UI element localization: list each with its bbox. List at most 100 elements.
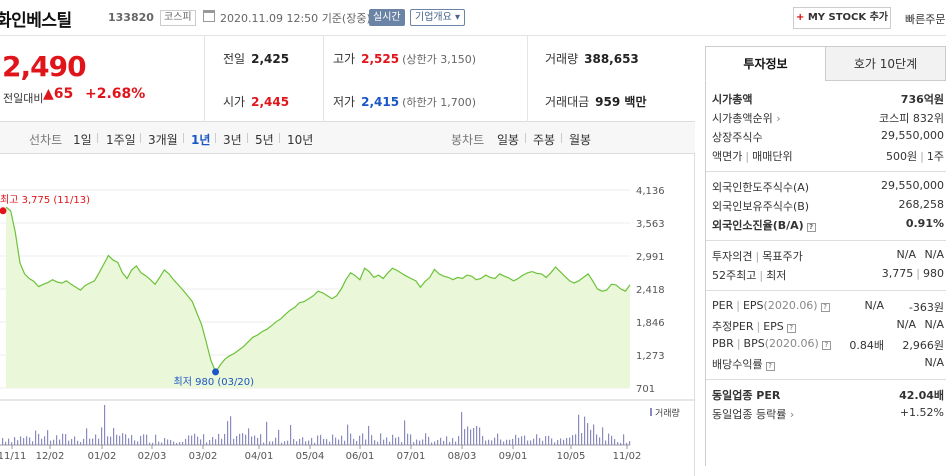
price-chart-svg: 4,136 3,563 2,991 2,418 1,846 1,273 701 최고 3,77… (0, 186, 695, 462)
stock-code: 133820 (108, 11, 154, 24)
volume-bar (26, 436, 28, 445)
volume-legend-swatch (650, 408, 652, 416)
stock-header: 화인베스틸 133820 코스피 2020.11.09 12:50 기준(장중)… (0, 0, 946, 36)
volume-bar (311, 437, 313, 445)
volume-bar (569, 437, 571, 445)
foreign-ratio-row: 외국인소진율(B/A)? 0.91% (712, 217, 944, 232)
volume-bar (146, 434, 148, 445)
period-5y[interactable]: 5년 (255, 133, 274, 147)
stock-name: 화인베스틸 (0, 11, 72, 31)
volume-bar (95, 434, 97, 445)
realtime-button[interactable]: 실시간 (369, 9, 405, 26)
volume-bar (509, 439, 511, 445)
volume-bar (374, 440, 376, 445)
period-1d[interactable]: 1일 (73, 133, 92, 147)
volume-bar (404, 420, 406, 445)
volume-bar (200, 439, 202, 445)
current-price: 2,490 (2, 50, 87, 83)
volume-bar (359, 435, 361, 445)
volume-bar (473, 428, 475, 445)
candle-daily[interactable]: 일봉 (497, 133, 520, 147)
candle-monthly[interactable]: 월봉 (569, 133, 592, 147)
volume-bar (143, 434, 145, 445)
help-icon[interactable]: ? (765, 362, 775, 371)
volume-bar (434, 441, 436, 445)
volume-bar (335, 437, 337, 445)
volume-bar (269, 441, 271, 445)
help-icon[interactable]: ? (786, 324, 796, 333)
add-mystock-button[interactable]: + MY STOCK 추가 (793, 7, 891, 29)
price-stats: 전일 2,425 고가 2,525 (상한가 3,150) 거래량 388,653 시가… (205, 36, 695, 122)
period-3y[interactable]: 3년 (223, 133, 242, 147)
volume-bar (371, 435, 373, 445)
volume-bar (347, 424, 349, 445)
volume-bar (212, 436, 214, 445)
volume-bar (242, 433, 244, 445)
volume-bar (155, 434, 157, 445)
y-tick-label: 4,136 (636, 186, 665, 197)
volume-bar (275, 437, 277, 445)
tab-investment-info[interactable]: 투자정보 (705, 46, 826, 81)
volume-bar (215, 439, 217, 445)
volume-bar (446, 436, 448, 445)
volume-bar (125, 434, 127, 445)
volume-bar (611, 435, 613, 445)
volume-bar (542, 440, 544, 445)
period-3m[interactable]: 3개월 (148, 133, 178, 147)
volume-bar (140, 436, 142, 445)
candle-weekly[interactable]: 주봉 (533, 133, 556, 147)
volume-bar (368, 425, 370, 445)
volume-bar (629, 441, 631, 445)
volume-bar (272, 441, 274, 445)
volume-bar (65, 434, 67, 445)
tab-order-book-10[interactable]: 호가 10단계 (825, 46, 946, 81)
volume-bar (101, 427, 103, 445)
help-icon[interactable]: ? (820, 303, 830, 312)
volume-bar (491, 440, 493, 445)
volume-bar (8, 438, 10, 445)
y-tick-label: 1,846 (636, 318, 665, 329)
min-label: 최저 980 (03/20) (174, 376, 255, 388)
volume-bar (296, 441, 298, 445)
volume-bar (206, 442, 208, 445)
volume-bar (38, 433, 40, 445)
max-point (0, 207, 7, 215)
volume-bar (251, 436, 253, 445)
volume-bar (566, 438, 568, 445)
high-price: 고가 2,525 (상한가 3,150) (333, 52, 476, 66)
volume-bar (188, 435, 190, 445)
volume-bar (227, 421, 229, 445)
help-icon[interactable]: ? (806, 223, 816, 232)
volume-bar (35, 430, 37, 445)
quick-order-link[interactable]: 빠른주문 (905, 13, 946, 26)
volume-bar (152, 442, 154, 445)
volume-bar (110, 436, 112, 445)
volume-bar (134, 440, 136, 445)
volume-bar (14, 437, 16, 445)
period-10y[interactable]: 10년 (287, 133, 314, 147)
company-overview-button[interactable]: 기업개요 ▾ (410, 9, 466, 26)
y-tick-label: 2,418 (636, 285, 665, 296)
help-icon[interactable]: ? (821, 341, 831, 350)
volume-bar (578, 414, 580, 445)
opinion-target-row: 투자의견 | 목표주가 N/A N/A (712, 248, 944, 263)
x-tick-label: 03/02 (189, 451, 218, 462)
volume-bar (449, 442, 451, 445)
period-1y[interactable]: 1년 (191, 133, 211, 147)
volume-bar (299, 438, 301, 445)
volume-bar (113, 428, 115, 445)
volume-bar (422, 439, 424, 445)
volume-bar (71, 438, 73, 445)
listed-shares-row: 상장주식수 29,550,000 (712, 129, 944, 144)
volume-bar (17, 440, 19, 445)
volume-bar (32, 441, 34, 445)
period-1w[interactable]: 1주일 (106, 133, 136, 147)
pbr-bps-row: PBR | BPS(2020.06)? 0.84배 2,966원 (712, 337, 944, 352)
volume-bar (461, 412, 463, 445)
volume-bar (431, 442, 433, 445)
volume-bar (2, 438, 4, 445)
volume-bar (173, 441, 175, 445)
volume-bar (452, 438, 454, 445)
y-tick-label: 2,991 (636, 252, 665, 263)
volume-bar (458, 436, 460, 445)
